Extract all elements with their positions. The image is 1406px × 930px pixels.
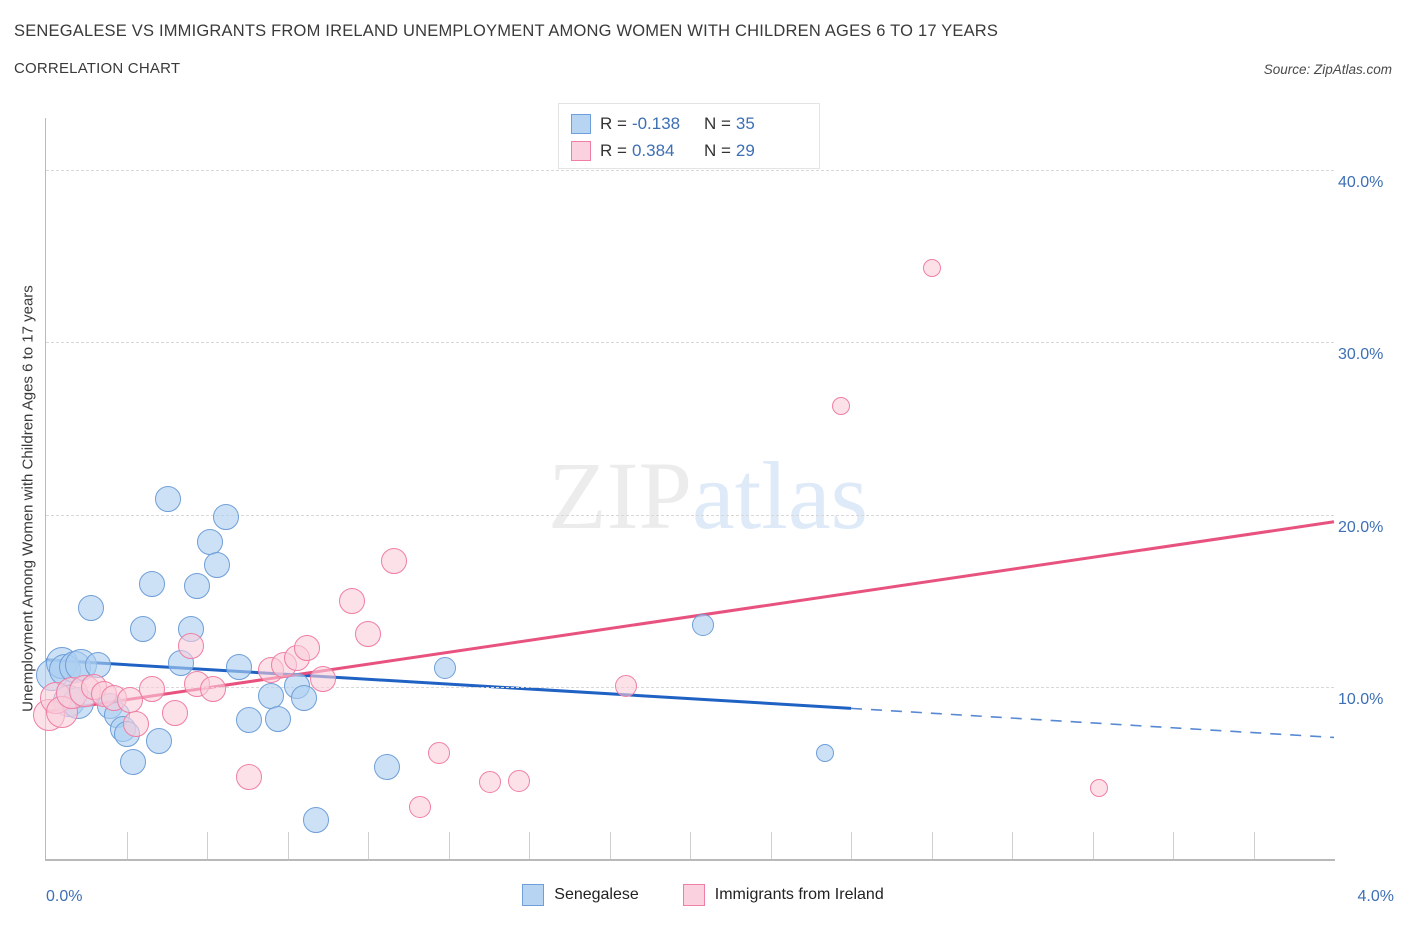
chart-subtitle: CORRELATION CHART xyxy=(14,60,181,77)
data-point[interactable] xyxy=(139,676,166,703)
legend-color-swatch-senegalese xyxy=(522,884,545,906)
gridline-300 xyxy=(46,342,1334,344)
trend-line-solid-immigrants-from-ireland xyxy=(45,520,1335,714)
n-label-senegalese: N = xyxy=(703,114,731,133)
trend-lines xyxy=(45,520,1335,739)
data-point[interactable] xyxy=(203,551,230,578)
x-tick-11 xyxy=(931,832,933,859)
x-tick-15 xyxy=(1253,832,1255,859)
stats-legend-row-ireland: R = 0.384 N = 29 xyxy=(571,138,755,164)
data-point[interactable] xyxy=(293,634,320,661)
r-label-senegalese: R = xyxy=(600,114,627,133)
data-point[interactable] xyxy=(258,683,285,710)
y-tick-label-300: 30.0% xyxy=(1338,346,1384,364)
x-tick-6 xyxy=(529,832,530,859)
data-point[interactable] xyxy=(832,397,851,416)
data-point[interactable] xyxy=(264,705,291,732)
data-point[interactable] xyxy=(235,764,262,791)
data-point[interactable] xyxy=(434,657,457,680)
x-tick-3 xyxy=(287,832,289,859)
data-point[interactable] xyxy=(408,795,431,818)
gridline-100 xyxy=(46,687,1334,689)
n-value-ireland: 29 xyxy=(735,141,755,160)
source-attribution: Source: ZipAtlas.com xyxy=(1263,62,1392,77)
data-point[interactable] xyxy=(84,652,111,678)
x-tick-13 xyxy=(1092,832,1094,859)
legend-item-senegalese[interactable]: Senegalese xyxy=(522,884,639,906)
legend-swatch-ireland xyxy=(571,141,591,161)
x-tick-5 xyxy=(448,832,450,859)
legend-label-senegalese: Senegalese xyxy=(554,886,639,903)
x-tick-1 xyxy=(126,832,128,859)
x-axis-line xyxy=(45,859,1335,861)
data-point[interactable] xyxy=(479,771,502,794)
legend-label-ireland: Immigrants from Ireland xyxy=(714,886,884,903)
data-point[interactable] xyxy=(200,676,227,703)
data-point[interactable] xyxy=(380,548,407,575)
trend-line-dashed-senegalese xyxy=(850,707,1335,739)
x-axis-min-label: 0.0% xyxy=(46,888,83,905)
x-tick-7 xyxy=(609,832,611,859)
x-tick-14 xyxy=(1173,832,1174,859)
data-point[interactable] xyxy=(184,572,211,599)
legend-item-ireland[interactable]: Immigrants from Ireland xyxy=(682,884,884,906)
data-point[interactable] xyxy=(145,727,172,754)
r-value-senegalese: -0.138 xyxy=(631,114,681,133)
data-point[interactable] xyxy=(816,744,835,762)
data-point[interactable] xyxy=(1089,778,1108,797)
page-title: SENEGALESE VS IMMIGRANTS FROM IRELAND UN… xyxy=(14,22,999,40)
data-point[interactable] xyxy=(123,710,150,737)
y-tick-label-100: 10.0% xyxy=(1338,691,1384,709)
x-tick-10 xyxy=(851,832,852,859)
data-point[interactable] xyxy=(161,700,188,727)
data-point[interactable] xyxy=(78,595,105,622)
x-tick-4 xyxy=(368,832,369,859)
gridline-200 xyxy=(46,514,1334,516)
data-point[interactable] xyxy=(155,486,182,513)
r-label-ireland: R = xyxy=(600,141,627,160)
data-point[interactable] xyxy=(614,674,637,697)
data-point[interactable] xyxy=(355,620,381,647)
data-point[interactable] xyxy=(197,529,224,556)
data-point[interactable] xyxy=(226,653,253,680)
y-tick-label-400: 40.0% xyxy=(1338,173,1384,191)
gridline-400 xyxy=(46,169,1334,171)
data-point[interactable] xyxy=(427,742,450,764)
y-tick-label-200: 20.0% xyxy=(1338,518,1384,536)
data-point[interactable] xyxy=(235,707,262,734)
data-point[interactable] xyxy=(309,665,336,692)
n-label-ireland: N = xyxy=(703,141,731,160)
x-tick-9 xyxy=(770,832,772,859)
plot-area: ZIPatlas xyxy=(33,118,1335,860)
data-point[interactable] xyxy=(139,570,166,597)
legend-color-swatch-ireland xyxy=(682,884,705,906)
n-value-senegalese: 35 xyxy=(735,114,755,133)
data-point[interactable] xyxy=(922,259,941,278)
data-point[interactable] xyxy=(374,753,401,780)
x-tick-12 xyxy=(1012,832,1013,859)
stats-legend: R = -0.138 N = 35 R = 0.384 N = 29 xyxy=(558,103,820,169)
data-point[interactable] xyxy=(338,588,365,615)
data-point[interactable] xyxy=(290,684,317,711)
data-point[interactable] xyxy=(303,807,330,834)
series-legend: Senegalese Immigrants from Ireland xyxy=(0,884,1406,906)
x-tick-2 xyxy=(207,832,208,859)
data-point[interactable] xyxy=(508,769,531,792)
stats-legend-row-senegalese: R = -0.138 N = 35 xyxy=(571,111,755,137)
r-value-ireland: 0.384 xyxy=(631,141,675,160)
data-point[interactable] xyxy=(119,748,146,775)
x-tick-8 xyxy=(690,832,691,859)
data-point[interactable] xyxy=(213,503,240,530)
legend-swatch-senegalese xyxy=(571,114,591,134)
data-point[interactable] xyxy=(129,615,156,642)
data-point[interactable] xyxy=(691,614,714,637)
x-axis-max-label: 4.0% xyxy=(1357,888,1394,905)
y-axis-line xyxy=(45,118,46,860)
data-point[interactable] xyxy=(177,633,204,660)
